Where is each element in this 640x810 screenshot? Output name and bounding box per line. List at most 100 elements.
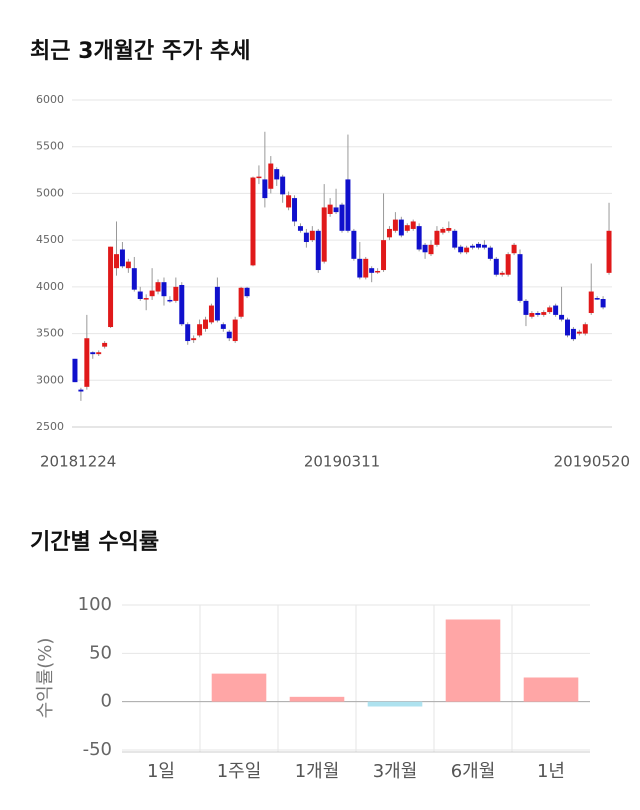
- bar: [367, 701, 423, 707]
- x-tick-label: 3개월: [373, 761, 418, 782]
- candle-body: [410, 221, 416, 229]
- candle-body: [452, 230, 458, 248]
- candle-body: [565, 319, 570, 336]
- x-tick-label: 1개월: [295, 761, 340, 782]
- candle-body: [357, 258, 363, 278]
- candle-body: [606, 230, 612, 273]
- candle-body: [250, 177, 256, 266]
- candle-body: [487, 247, 493, 259]
- candle-body: [292, 198, 298, 222]
- candle-body: [434, 230, 440, 245]
- candle-body: [262, 179, 268, 199]
- candle-body: [386, 228, 392, 238]
- candle-body: [268, 163, 274, 189]
- candle-body: [191, 338, 197, 341]
- y-tick-label: 100: [78, 594, 112, 615]
- bar: [445, 619, 501, 702]
- candle-body: [173, 286, 179, 301]
- candle-body: [238, 287, 244, 317]
- candle-body: [475, 243, 481, 248]
- candle-body: [167, 299, 173, 302]
- candle-body: [600, 299, 606, 308]
- candle-body: [220, 324, 226, 329]
- candle-body: [197, 324, 203, 336]
- candle-body: [392, 219, 398, 231]
- candle-body: [446, 227, 452, 231]
- candle-body: [351, 230, 357, 259]
- y-tick-label: 3000: [36, 373, 64, 386]
- candle-body: [137, 291, 143, 300]
- candle-body: [440, 228, 446, 233]
- candle-body: [161, 282, 167, 297]
- candle-body: [244, 287, 250, 297]
- candle-body: [464, 247, 470, 253]
- candle-body: [369, 268, 375, 273]
- candle-body: [523, 300, 529, 315]
- candle-body: [226, 331, 232, 339]
- candle-body: [570, 328, 576, 340]
- return-title: 기간별 수익률: [30, 530, 159, 555]
- candle-body: [404, 225, 410, 231]
- candle-body: [511, 244, 517, 254]
- candle-body: [131, 268, 137, 290]
- y-tick-label: 3500: [36, 327, 64, 340]
- x-tick-label: 20181224: [40, 453, 116, 471]
- candle-body: [108, 246, 114, 328]
- y-axis-label: 수익률(%): [35, 638, 56, 719]
- candle-body: [547, 307, 553, 313]
- y-tick-label: 0: [101, 691, 112, 712]
- candle-body: [535, 313, 541, 315]
- candle-body: [90, 352, 96, 355]
- candle-body: [398, 219, 404, 236]
- candle-body: [125, 261, 131, 269]
- candle-body: [339, 204, 345, 231]
- candle-body: [321, 207, 327, 262]
- candle-body: [559, 314, 565, 320]
- candle-body: [381, 240, 387, 271]
- candle-body: [286, 195, 292, 208]
- candle-body: [96, 352, 102, 355]
- candle-body: [84, 338, 90, 387]
- candle-body: [594, 298, 600, 300]
- candle-body: [588, 291, 594, 314]
- candle-body: [179, 284, 185, 325]
- y-tick-label: 5000: [36, 186, 64, 199]
- candle-body: [114, 254, 119, 269]
- candle-body: [363, 258, 369, 278]
- candle-body: [458, 246, 464, 253]
- candle-body: [72, 358, 78, 383]
- y-tick-label: 2500: [36, 420, 64, 433]
- candle-body: [499, 272, 505, 275]
- candle-body: [416, 226, 422, 250]
- bar: [211, 673, 267, 702]
- y-tick-label: 5500: [36, 140, 64, 153]
- y-tick-label: 4500: [36, 233, 64, 246]
- candle-body: [428, 244, 434, 255]
- candle-body: [303, 232, 309, 243]
- x-tick-label: 6개월: [451, 761, 496, 782]
- bar: [523, 677, 579, 702]
- candle-body: [333, 207, 339, 213]
- x-tick-label: 1주일: [217, 761, 262, 782]
- candle-body: [102, 342, 108, 347]
- candle-body: [493, 258, 499, 275]
- x-tick-label: 1년: [537, 761, 565, 782]
- candle-body: [315, 230, 321, 271]
- y-tick-label: -50: [83, 739, 112, 760]
- y-tick-label: 6000: [36, 93, 64, 106]
- candle-body: [582, 324, 588, 334]
- candle-body: [517, 254, 523, 301]
- candle-body: [119, 249, 125, 267]
- candle-body: [214, 286, 220, 321]
- x-tick-label: 20190520: [554, 453, 630, 471]
- candle-body: [529, 313, 535, 317]
- candle-body: [505, 254, 511, 275]
- y-tick-label: 50: [89, 642, 112, 663]
- x-tick-label: 1일: [147, 761, 175, 782]
- candle-body: [185, 324, 191, 342]
- candle-body: [256, 176, 262, 179]
- candle-body: [155, 282, 161, 292]
- candle-body: [541, 312, 547, 315]
- candle-body: [280, 176, 286, 195]
- candle-body: [143, 298, 149, 300]
